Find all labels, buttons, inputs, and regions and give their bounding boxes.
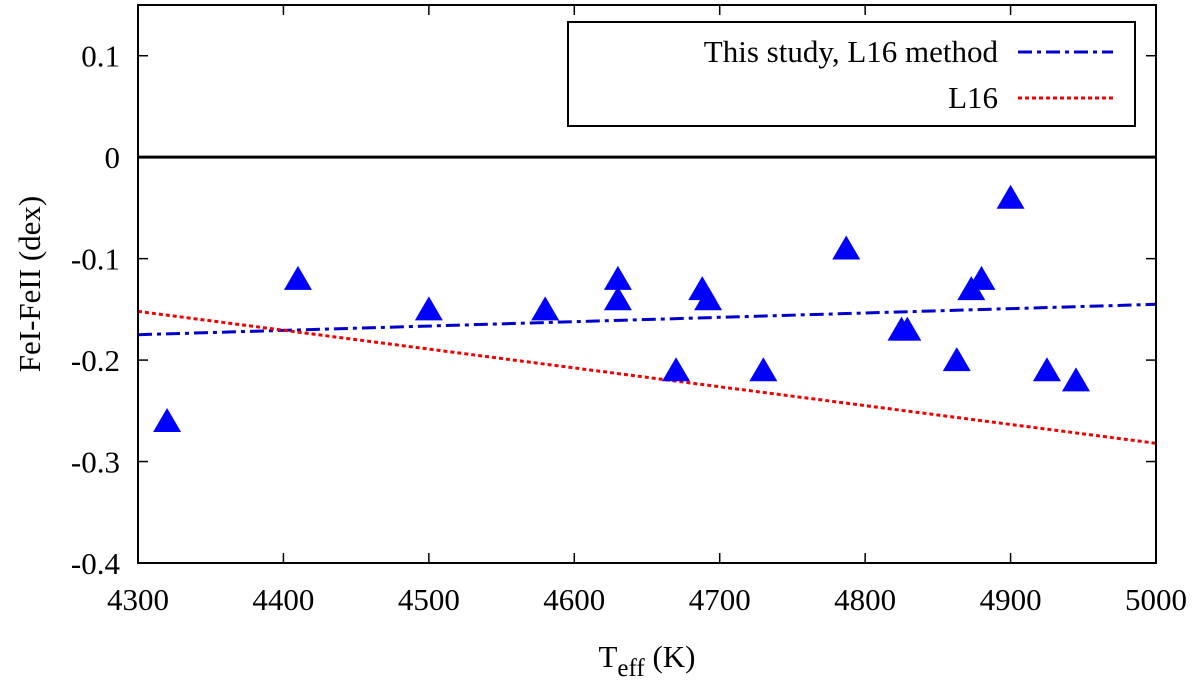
data-point-triangle (603, 286, 632, 311)
x-tick-label: 4300 (107, 582, 169, 617)
x-axis-label-unit: (K) (645, 639, 696, 674)
legend-label: This study, L16 method (704, 34, 999, 69)
series-line-2 (137, 309, 1157, 445)
y-tick-label: -0.4 (71, 546, 121, 581)
legend: This study, L16 method L16 (567, 21, 1136, 127)
x-tick-label: 4800 (834, 582, 896, 617)
y-tick-label: 0 (105, 140, 121, 175)
x-tick-label: 5000 (1125, 582, 1187, 617)
data-point-triangle (996, 184, 1025, 209)
data-point-triangle (414, 296, 443, 321)
data-point-triangle (603, 265, 632, 290)
x-axis-label-main: T (598, 639, 617, 674)
data-point-triangle (283, 265, 312, 290)
x-tick-label: 4500 (398, 582, 460, 617)
x-tick-label: 4400 (252, 582, 314, 617)
y-axis-label: FeI-FeII (dex) (12, 196, 47, 372)
data-point-triangle (1032, 357, 1061, 382)
legend-box (567, 21, 1136, 127)
y-tick-label: -0.3 (71, 445, 120, 480)
data-point-triangle (893, 316, 922, 341)
x-tick-label: 4600 (543, 582, 605, 617)
fit-lines (137, 302, 1157, 445)
data-points (153, 184, 1091, 432)
x-tick-label: 4900 (980, 582, 1042, 617)
data-point-triangle (942, 347, 971, 372)
y-tick-label: -0.2 (71, 343, 120, 378)
legend-label: L16 (948, 80, 998, 115)
axis-labels: Teff (K) FeI-FeII (dex) (12, 196, 696, 682)
axis-ticks: 4300 4400 4500 4600 4700 4800 4900 5000 0.1 0 -0.1… (71, 5, 1187, 617)
data-point-triangle (153, 407, 182, 432)
data-point-triangle (832, 235, 861, 260)
plot-frame-rect (137, 4, 1157, 564)
data-point-triangle (694, 286, 723, 311)
data-point-triangle (967, 265, 996, 290)
plot-frame (137, 4, 1157, 564)
x-axis-label: Teff (K) (598, 639, 695, 682)
data-point-triangle (531, 296, 560, 321)
x-axis-label-subscript: eff (617, 655, 645, 682)
data-point-triangle (749, 357, 778, 382)
x-tick-label: 4700 (689, 582, 751, 617)
y-tick-label: 0.1 (81, 39, 120, 74)
series-line-1 (137, 302, 1157, 337)
y-tick-label: -0.1 (71, 242, 120, 277)
data-point-triangle (662, 357, 691, 382)
data-point-triangle (1062, 367, 1091, 392)
